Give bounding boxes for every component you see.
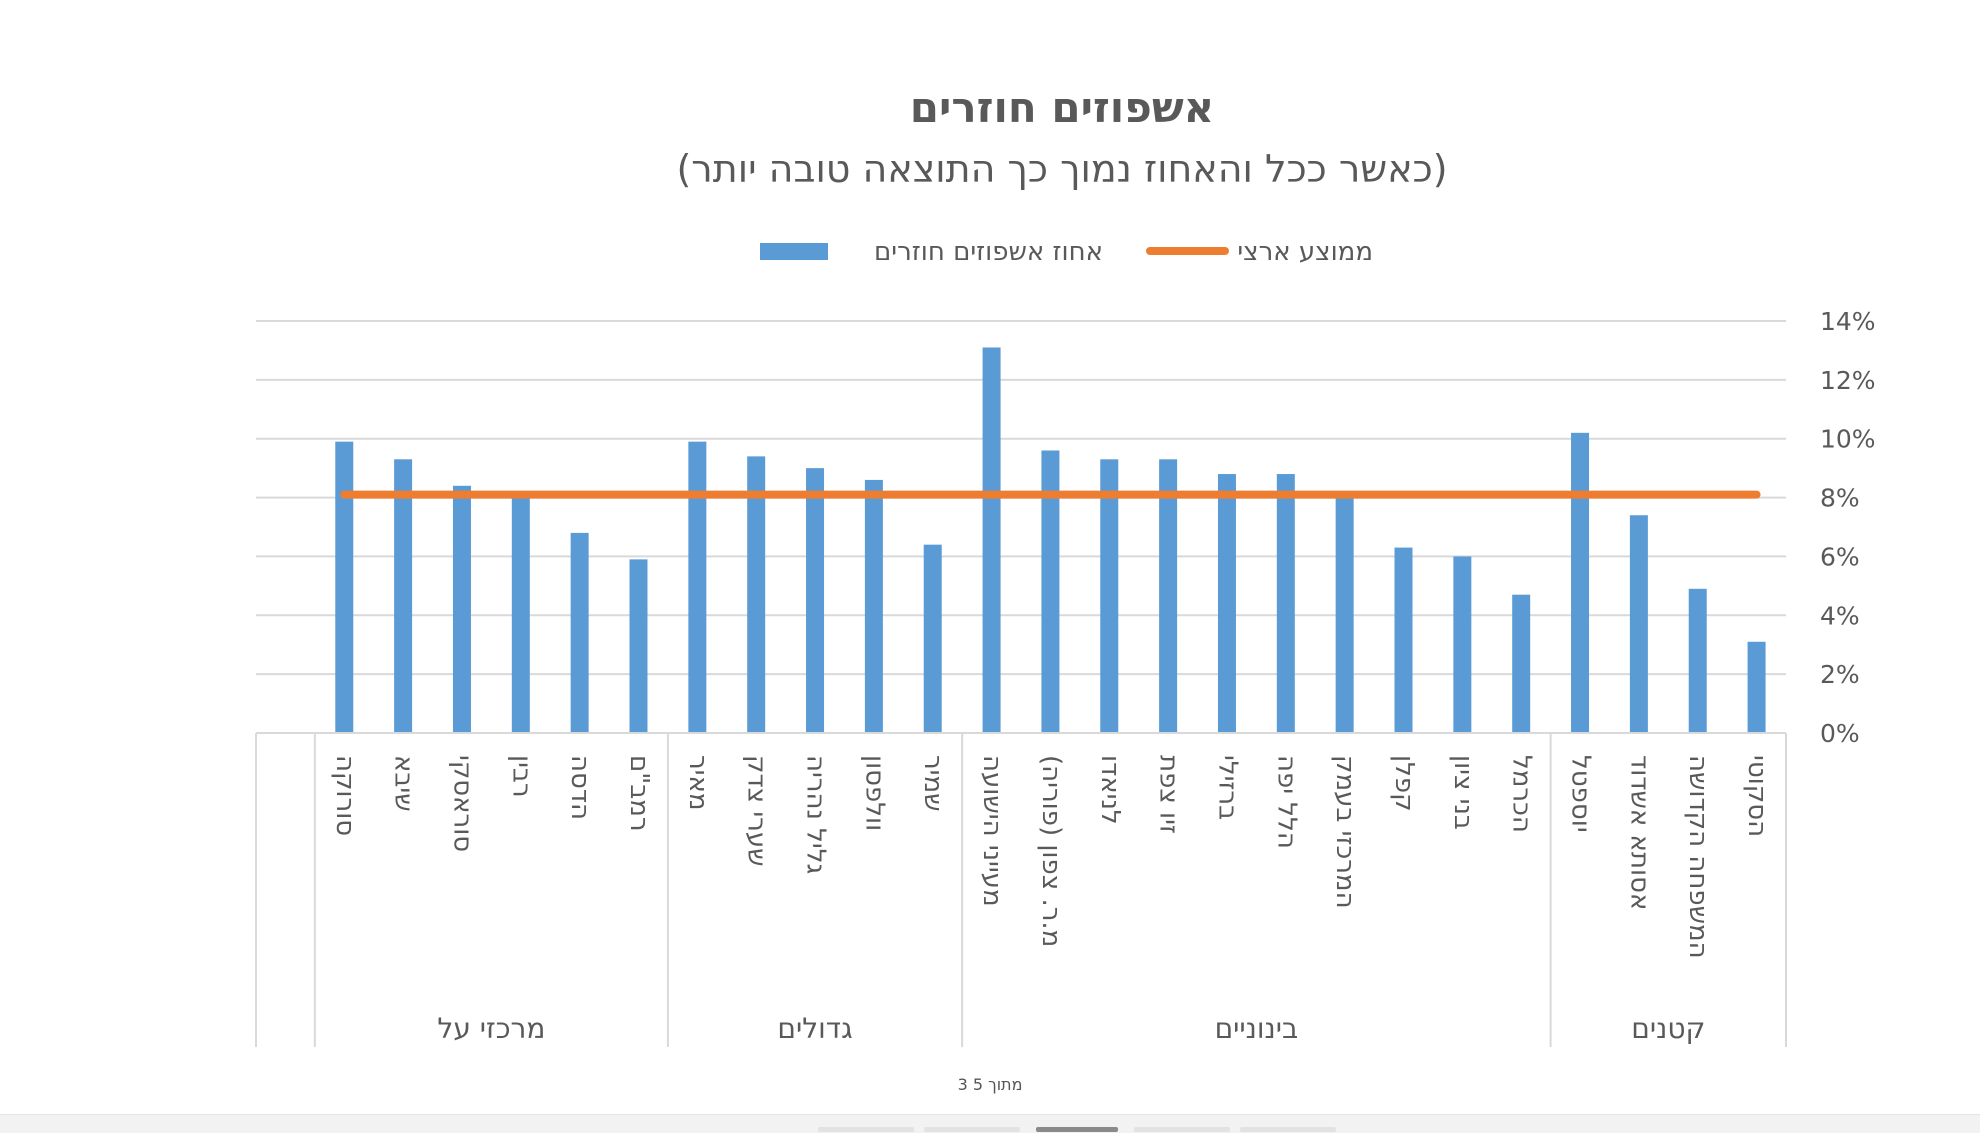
bar <box>1747 641 1766 733</box>
x-tick-label: לניאדו <box>1095 755 1125 825</box>
bar <box>1041 450 1060 733</box>
bar <box>1217 474 1236 733</box>
page-thumb-5[interactable] <box>1240 1127 1336 1132</box>
x-tick-label: שיבא <box>389 755 419 812</box>
page-thumb-4[interactable] <box>1134 1127 1230 1132</box>
page-thumb-3[interactable] <box>1036 1127 1118 1132</box>
x-tick-label: יוספטל <box>1566 755 1596 833</box>
bar <box>335 441 354 733</box>
x-tick-label: מ.ר. צפון (פוריה) <box>1036 755 1066 947</box>
x-tick-label: הכרמל <box>1507 755 1537 833</box>
x-tick-label: המשפחה הקדושה <box>1683 755 1713 959</box>
group-axis: מרכזי על גדולים בינוניים קטנים <box>255 732 1787 1047</box>
bar <box>511 497 530 733</box>
legend-label-average: ממוצע ארצי <box>1237 237 1373 267</box>
bottom-toolbar <box>0 1114 1980 1133</box>
chart-subtitle: (כאשר ככל והאחוז נמוך כך התוצאה טובה יות… <box>676 147 1447 191</box>
x-tick-label: הלל יפה <box>1271 755 1301 849</box>
bar <box>1629 515 1648 733</box>
bar <box>394 459 413 733</box>
group-label: מרכזי על <box>437 1012 545 1045</box>
x-tick-label: אסותא אשדוד <box>1624 755 1654 910</box>
bar <box>629 559 648 733</box>
legend-label-bars: אחוז אשפוזים חוזרים <box>874 237 1103 267</box>
group-label: גדולים <box>777 1012 852 1045</box>
x-tick-label: קפלן <box>1389 755 1419 812</box>
y-tick-label: 2% <box>1820 660 1860 689</box>
bar <box>1453 556 1472 733</box>
y-tick-label: 10% <box>1820 425 1876 454</box>
x-tick-label: שערי צדק <box>742 755 772 867</box>
page-indicator: 3 מתוך 5 <box>957 1075 1023 1094</box>
x-tick-label: גליל נהריה <box>801 755 831 874</box>
x-tick-label: סורוקה <box>330 755 360 836</box>
x-tick-label: זיו צפת <box>1154 755 1184 834</box>
bar <box>570 532 589 733</box>
x-axis-labels: סורוקה שיבא סוראסקי רבין הדסה רמב"ם מאיר שערי צ… <box>330 755 1772 959</box>
x-tick-label: מאיר <box>683 755 713 811</box>
gridlines <box>256 320 1786 734</box>
y-tick-label: 0% <box>1820 719 1860 748</box>
bar <box>1100 459 1119 733</box>
bar <box>1512 594 1531 733</box>
bar <box>982 347 1001 733</box>
bar <box>864 479 883 733</box>
bar <box>688 441 707 733</box>
y-axis-ticks: 14% 12% 10% 8% 6% 4% 2% 0% <box>1820 307 1876 748</box>
bar <box>1276 474 1295 733</box>
x-tick-label: סוראסקי <box>447 755 477 852</box>
x-tick-label: רבין <box>506 755 536 798</box>
y-tick-label: 12% <box>1820 366 1876 395</box>
bar <box>1335 497 1354 733</box>
legend-swatch-bar <box>760 243 828 260</box>
x-tick-label: המרכזי בעמק <box>1330 755 1360 909</box>
bar <box>1571 432 1590 733</box>
x-tick-label: הדסה <box>565 755 595 820</box>
bar <box>923 544 942 733</box>
x-tick-label: ברזילי <box>1212 755 1242 820</box>
group-label: קטנים <box>1631 1012 1705 1045</box>
page-thumb-1[interactable] <box>818 1127 914 1132</box>
y-tick-label: 4% <box>1820 601 1860 630</box>
y-tick-label: 6% <box>1820 542 1860 571</box>
bar <box>452 485 471 733</box>
legend: ממוצע ארצי אחוז אשפוזים חוזרים <box>760 237 1373 267</box>
x-tick-label: רמב"ם <box>624 755 654 832</box>
x-tick-label: בני ציון <box>1448 755 1478 830</box>
x-tick-label: וולפסון <box>859 755 889 831</box>
x-tick-label: מעייני הישועה <box>977 755 1007 907</box>
bar <box>1688 588 1707 733</box>
y-tick-label: 14% <box>1820 307 1876 336</box>
bar <box>1394 547 1413 733</box>
bar <box>806 468 825 733</box>
x-tick-label: שמיר <box>918 755 948 812</box>
chart: אשפוזים חוזרים (כאשר ככל והאחוז נמוך כך … <box>255 83 1876 1047</box>
chart-title: אשפוזים חוזרים <box>910 83 1215 132</box>
bar <box>747 456 766 733</box>
y-tick-label: 8% <box>1820 484 1860 513</box>
bar <box>1159 459 1178 733</box>
group-label: בינוניים <box>1215 1012 1299 1045</box>
bars <box>335 347 1766 733</box>
x-tick-label: הסקוטי <box>1742 755 1772 837</box>
page-thumb-2[interactable] <box>924 1127 1020 1132</box>
